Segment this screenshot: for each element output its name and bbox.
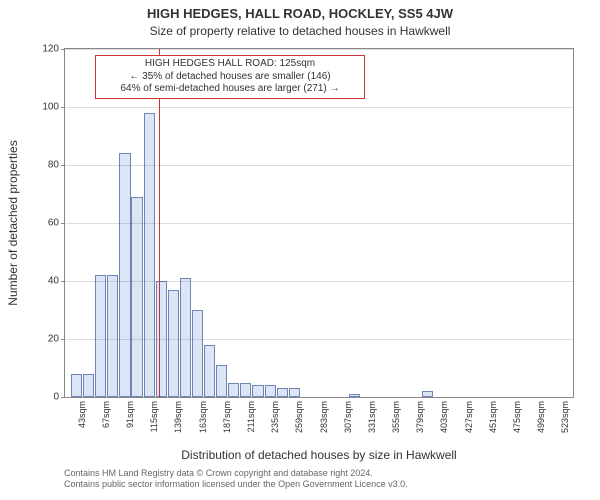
x-tick-label: 523sqm [560,401,570,433]
x-tick-label: 403sqm [439,401,449,433]
annotation-line: 64% of semi-detached houses are larger (… [100,83,360,96]
chart-container: HIGH HEDGES, HALL ROAD, HOCKLEY, SS5 4JW… [0,0,600,500]
x-tick-label: 307sqm [343,401,353,433]
y-tick-label: 100 [42,102,59,113]
x-tick-label: 499sqm [536,401,546,433]
chart-subtitle: Size of property relative to detached ho… [0,24,600,38]
x-tick-label: 91sqm [125,401,135,428]
y-tick-mark [61,107,65,108]
x-tick-label: 331sqm [367,401,377,433]
attribution-line-1: Contains HM Land Registry data © Crown c… [64,468,574,479]
y-tick-mark [61,339,65,340]
x-tick-label: 67sqm [101,401,111,428]
x-tick-label: 115sqm [149,401,159,432]
y-tick-label: 120 [42,44,59,55]
y-tick-mark [61,223,65,224]
attribution-line-2: Contains public sector information licen… [64,479,574,490]
gridline [65,281,573,282]
gridline [65,165,573,166]
histogram-bar [71,374,82,397]
histogram-bar [107,275,118,397]
x-tick-label: 211sqm [246,401,256,432]
annotation-box: HIGH HEDGES HALL ROAD: 125sqm← 35% of de… [95,55,365,99]
histogram-bar [422,391,433,397]
annotation-line: HIGH HEDGES HALL ROAD: 125sqm [100,58,360,71]
x-tick-label: 139sqm [173,401,183,433]
gridline [65,339,573,340]
y-tick-mark [61,397,65,398]
y-tick-label: 0 [53,392,59,403]
property-marker-line [159,49,160,397]
annotation-line: ← 35% of detached houses are smaller (14… [100,71,360,84]
histogram-bar [119,153,130,397]
histogram-bar [277,388,288,397]
histogram-bar [131,197,142,397]
y-tick-label: 80 [48,160,59,171]
x-tick-label: 283sqm [319,401,329,433]
histogram-bar [216,365,227,397]
histogram-bar [349,394,360,397]
y-tick-label: 40 [48,276,59,287]
y-tick-mark [61,281,65,282]
histogram-bar [228,383,239,398]
x-axis-label: Distribution of detached houses by size … [64,448,574,462]
histogram-bar [240,383,251,398]
x-tick-label: 187sqm [222,401,232,433]
y-tick-mark [61,49,65,50]
histogram-bar [265,385,276,397]
y-tick-label: 60 [48,218,59,229]
x-tick-label: 379sqm [415,401,425,433]
gridline [65,49,573,50]
y-tick-label: 20 [48,334,59,345]
x-tick-label: 43sqm [77,401,87,428]
histogram-bar [180,278,191,397]
histogram-bar [192,310,203,397]
chart-title: HIGH HEDGES, HALL ROAD, HOCKLEY, SS5 4JW [0,6,600,21]
histogram-bar [83,374,94,397]
x-tick-label: 355sqm [391,401,401,433]
attribution-text: Contains HM Land Registry data © Crown c… [64,468,574,491]
x-tick-label: 259sqm [294,401,304,433]
histogram-bar [204,345,215,397]
y-tick-mark [61,165,65,166]
histogram-bar [168,290,179,397]
gridline [65,107,573,108]
histogram-bar [95,275,106,397]
gridline [65,223,573,224]
histogram-bar [289,388,300,397]
x-tick-label: 427sqm [464,401,474,433]
x-tick-label: 475sqm [512,401,522,433]
x-tick-label: 451sqm [488,401,498,433]
histogram-bar [252,385,263,397]
plot-area: 02040608010012043sqm67sqm91sqm115sqm139s… [64,48,574,398]
x-tick-label: 235sqm [270,401,280,433]
histogram-bar [144,113,155,397]
x-tick-label: 163sqm [198,401,208,433]
y-axis-label: Number of detached properties [6,48,22,398]
